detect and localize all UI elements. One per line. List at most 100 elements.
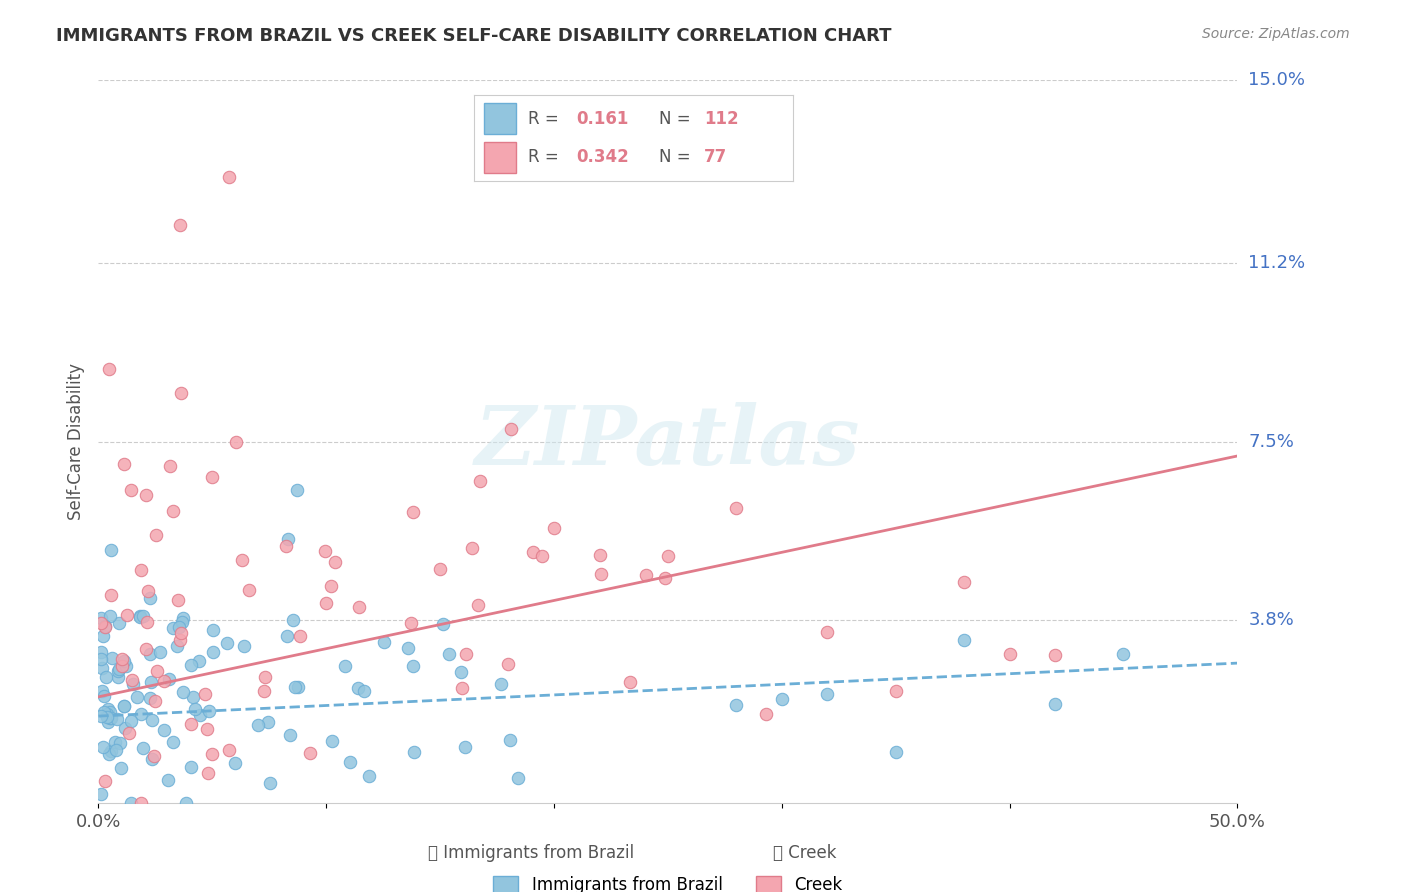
Immigrants from Brazil <box>321 734 343 748</box>
Creek <box>319 578 342 592</box>
Immigrants from Brazil <box>129 706 152 721</box>
Creek <box>100 588 122 602</box>
Creek <box>146 665 169 679</box>
Immigrants from Brazil <box>139 647 162 661</box>
Immigrants from Brazil <box>489 677 512 691</box>
Immigrants from Brazil <box>157 773 180 788</box>
Immigrants from Brazil <box>232 640 254 654</box>
Immigrants from Brazil <box>884 746 907 760</box>
Creek <box>194 687 217 701</box>
Creek <box>815 625 838 640</box>
Creek <box>254 670 277 684</box>
Immigrants from Brazil <box>112 699 135 714</box>
Creek <box>399 615 422 630</box>
Creek <box>468 475 491 489</box>
Creek <box>429 561 451 575</box>
Immigrants from Brazil <box>110 760 132 774</box>
Creek <box>118 726 141 740</box>
Immigrants from Brazil <box>96 706 118 721</box>
Creek <box>166 592 188 607</box>
Immigrants from Brazil <box>90 645 112 659</box>
Creek <box>636 568 658 582</box>
Immigrants from Brazil <box>108 616 131 631</box>
Immigrants from Brazil <box>167 620 190 634</box>
Immigrants from Brazil <box>120 796 142 810</box>
Immigrants from Brazil <box>162 735 184 749</box>
Immigrants from Brazil <box>215 636 238 650</box>
Immigrants from Brazil <box>180 760 202 774</box>
Immigrants from Brazil <box>97 702 120 716</box>
Creek <box>531 549 554 563</box>
Y-axis label: Self-Care Disability: Self-Care Disability <box>66 363 84 520</box>
Immigrants from Brazil <box>91 684 114 698</box>
Immigrants from Brazil <box>277 532 299 546</box>
Immigrants from Brazil <box>90 652 112 666</box>
Creek <box>299 747 322 761</box>
Immigrants from Brazil <box>104 734 127 748</box>
Immigrants from Brazil <box>94 619 117 633</box>
Creek <box>201 747 224 762</box>
Immigrants from Brazil <box>454 739 477 754</box>
Immigrants from Brazil <box>100 711 122 725</box>
Creek <box>169 218 191 232</box>
Immigrants from Brazil <box>281 613 304 627</box>
Immigrants from Brazil <box>770 691 793 706</box>
Immigrants from Brazil <box>432 616 454 631</box>
Immigrants from Brazil <box>187 654 209 668</box>
Creek <box>180 716 202 731</box>
Creek <box>114 457 136 471</box>
Immigrants from Brazil <box>256 714 278 729</box>
Immigrants from Brazil <box>1112 647 1135 661</box>
Immigrants from Brazil <box>141 752 163 766</box>
Immigrants from Brazil <box>402 658 425 673</box>
Immigrants from Brazil <box>197 704 219 718</box>
Text: ⬜ Immigrants from Brazil: ⬜ Immigrants from Brazil <box>427 845 634 863</box>
Creek <box>143 694 166 708</box>
Creek <box>498 657 520 672</box>
Immigrants from Brazil <box>224 756 246 771</box>
Creek <box>162 504 184 518</box>
Immigrants from Brazil <box>141 713 163 727</box>
Creek <box>347 600 370 615</box>
Immigrants from Brazil <box>127 690 149 705</box>
Creek <box>456 647 478 661</box>
Immigrants from Brazil <box>953 633 976 648</box>
Immigrants from Brazil <box>97 714 120 729</box>
Immigrants from Brazil <box>339 755 361 769</box>
Creek <box>145 527 167 541</box>
Immigrants from Brazil <box>90 787 112 801</box>
Immigrants from Brazil <box>172 685 194 699</box>
Creek <box>121 673 143 687</box>
Creek <box>201 470 224 484</box>
Immigrants from Brazil <box>359 769 381 783</box>
Immigrants from Brazil <box>107 670 129 684</box>
Immigrants from Brazil <box>105 712 128 726</box>
Immigrants from Brazil <box>129 610 152 624</box>
Creek <box>657 549 679 563</box>
Creek <box>654 570 676 584</box>
Immigrants from Brazil <box>91 630 114 644</box>
Creek <box>170 386 193 401</box>
Creek <box>94 773 117 788</box>
Creek <box>136 615 159 629</box>
Immigrants from Brazil <box>725 698 748 712</box>
Creek <box>953 574 976 589</box>
Immigrants from Brazil <box>128 608 150 623</box>
Text: Source: ZipAtlas.com: Source: ZipAtlas.com <box>1202 27 1350 41</box>
Immigrants from Brazil <box>112 699 135 714</box>
Creek <box>135 641 157 656</box>
Immigrants from Brazil <box>90 708 112 723</box>
Creek <box>522 545 544 559</box>
Immigrants from Brazil <box>108 662 131 676</box>
Immigrants from Brazil <box>166 639 188 653</box>
Creek <box>170 626 193 640</box>
Immigrants from Brazil <box>96 710 118 724</box>
Creek <box>276 539 298 553</box>
Creek <box>402 505 425 519</box>
Immigrants from Brazil <box>287 680 309 694</box>
Creek <box>97 362 120 376</box>
Text: 15.0%: 15.0% <box>1249 71 1305 89</box>
Creek <box>461 541 484 555</box>
Immigrants from Brazil <box>347 681 370 696</box>
Immigrants from Brazil <box>114 721 136 735</box>
